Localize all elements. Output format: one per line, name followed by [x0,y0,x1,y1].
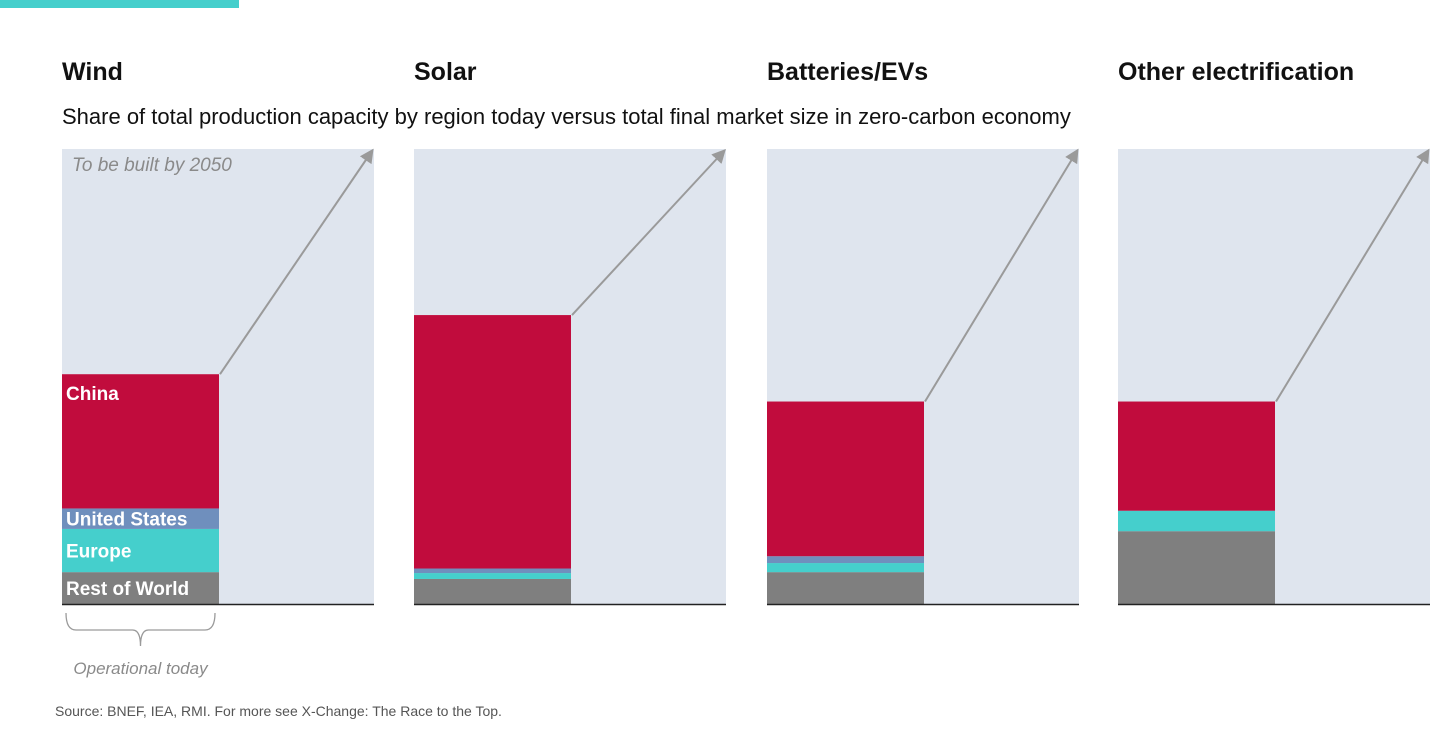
segment-label-united-states: United States [66,510,187,531]
bar-segment-solar-europe [414,573,571,579]
bar-segment-batteries-evs-rest-of-world [767,572,924,604]
bar-segment-batteries-evs-china [767,401,924,557]
bar-segment-batteries-evs-united-states [767,556,924,564]
bar-segment-other-electrification-china [1118,401,1275,511]
panel-title-solar: Solar [414,58,477,86]
bar-segment-wind-united-states [62,508,219,529]
operational-brace [65,612,216,647]
growth-arrow-batteries-evs [924,148,1079,403]
growth-arrow-other-electrification [1275,148,1430,403]
growth-arrow-solar [571,148,726,316]
segment-label-china: China [66,384,119,405]
bar-segment-solar-united-states [414,568,571,574]
bar-segment-solar-rest-of-world [414,578,571,604]
bar-segment-batteries-evs-europe [767,563,924,573]
segment-label-rest-of-world: Rest of World [66,579,189,600]
operational-annotation: Operational today [73,659,209,678]
bar-segment-wind-china [62,374,219,509]
bar-segment-other-electrification-rest-of-world [1118,531,1275,604]
source-note: Source: BNEF, IEA, RMI. For more see X-C… [55,703,502,719]
bar-segment-other-electrification-europe [1118,510,1275,532]
growth-arrow-wind [219,148,374,375]
panel-title-wind: Wind [62,58,123,86]
bar-segment-solar-china [414,315,571,569]
panel-title-other-electrification: Other electrification [1118,58,1355,86]
panel-title-batteries-evs: Batteries/EVs [767,58,929,86]
bar-segment-wind-europe [62,528,219,573]
accent-bar [0,0,239,8]
segment-label-europe: Europe [66,542,131,563]
future-annotation: To be built by 2050 [72,155,232,176]
chart-subtitle: Share of total production capacity by re… [62,104,1071,129]
bar-segment-wind-rest-of-world [62,572,219,604]
